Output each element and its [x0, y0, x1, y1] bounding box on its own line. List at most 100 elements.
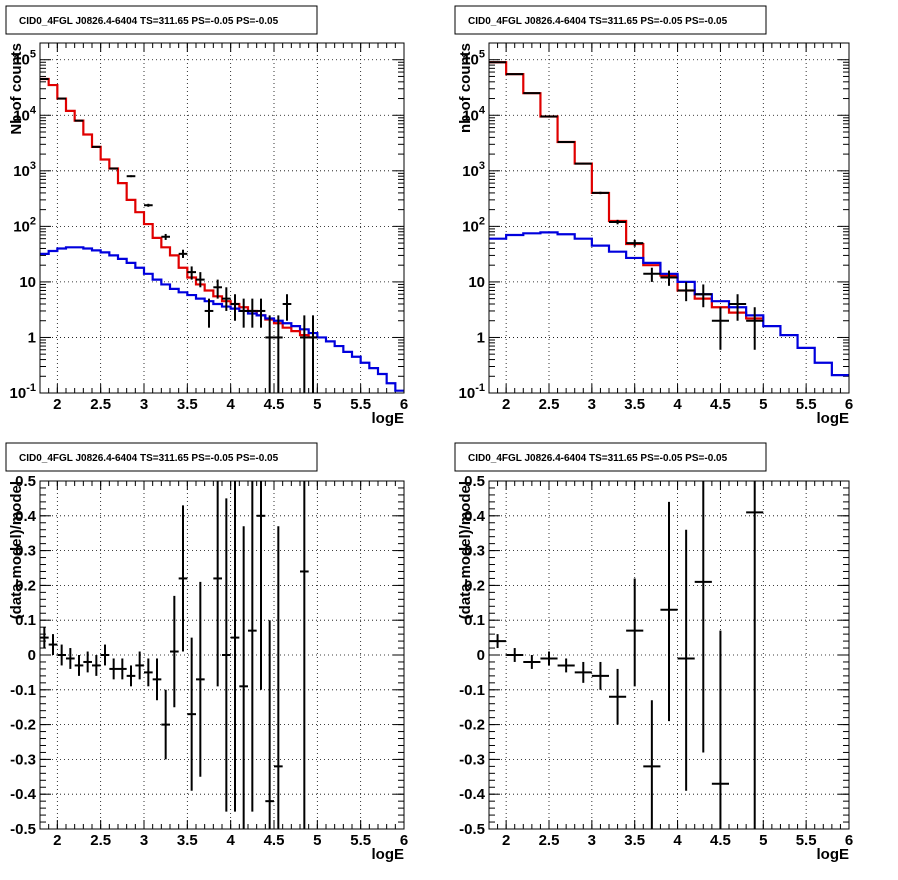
y-tick-label: -0.2	[459, 717, 485, 734]
data-point	[257, 299, 266, 328]
chart-title: CID0_4FGL J0826.4-6404 TS=311.65 PS=-0.0…	[468, 453, 728, 464]
y-tick-label: -0.4	[10, 786, 37, 803]
x-tick-label: 5.5	[350, 396, 371, 413]
data-point	[92, 146, 101, 147]
x-tick-label: 3.5	[624, 832, 645, 849]
y-tick-label: -0.5	[459, 821, 485, 838]
data-point	[144, 204, 153, 207]
x-tick-label: 5	[313, 832, 321, 849]
x-tick-label: 5	[759, 832, 767, 849]
data-point	[170, 596, 179, 707]
x-tick-label: 3	[588, 832, 596, 849]
data-point	[309, 315, 318, 393]
data-point	[609, 669, 626, 725]
data-point	[274, 315, 283, 393]
chart-title: CID0_4FGL J0826.4-6404 TS=311.65 PS=-0.0…	[468, 16, 728, 27]
chart-title: CID0_4FGL J0826.4-6404 TS=311.65 PS=-0.0…	[19, 453, 279, 464]
x-tick-label: 5	[313, 396, 321, 413]
data-point	[695, 284, 712, 307]
data-point	[626, 578, 643, 686]
plot-area	[489, 481, 763, 829]
data-point	[179, 250, 188, 258]
x-tick-label: 3	[140, 396, 148, 413]
x-tick-label: 4.5	[264, 396, 285, 413]
data-point	[746, 307, 763, 350]
y-tick-label: -0.2	[10, 717, 36, 734]
x-tick-label: 4	[673, 832, 682, 849]
data-point	[523, 93, 540, 94]
data-point	[231, 481, 240, 812]
plot-frame	[489, 43, 849, 393]
x-tick-label: 4.5	[710, 396, 731, 413]
data-point	[205, 299, 214, 328]
x-tick-label: 2.5	[539, 396, 560, 413]
x-tick-label: 2	[502, 832, 510, 849]
y-tick-label: 102	[13, 215, 36, 235]
data-point	[660, 502, 677, 721]
x-tick-label: 5	[759, 396, 767, 413]
data-point	[695, 481, 712, 752]
y-tick-label: 10-1	[459, 382, 485, 402]
data-point	[523, 655, 540, 669]
data-point	[135, 652, 144, 680]
plot-area	[489, 62, 849, 375]
y-axis-label: (data-model)/model	[8, 481, 25, 619]
y-tick-label: -0.5	[10, 821, 36, 838]
x-tick-label: 3	[588, 396, 596, 413]
data-point	[213, 481, 222, 686]
x-tick-label: 3	[140, 832, 148, 849]
data-point	[300, 315, 309, 393]
data-point	[75, 120, 84, 121]
x-tick-label: 2	[53, 832, 61, 849]
data-point	[109, 658, 118, 679]
data-point	[231, 294, 240, 321]
y-tick-label: 102	[462, 215, 485, 235]
x-axis-label: logE	[372, 846, 405, 863]
y-axis-label: (data-model)/model	[457, 481, 474, 619]
data-point	[506, 648, 523, 662]
data-point	[489, 634, 506, 648]
y-tick-label: 0	[477, 647, 485, 664]
data-point	[57, 645, 66, 666]
data-point	[239, 299, 248, 328]
x-tick-label: 4	[673, 396, 682, 413]
x-axis-label: logE	[817, 410, 850, 427]
y-tick-label: -0.3	[10, 751, 36, 768]
data-point	[558, 142, 575, 143]
x-tick-label: 5.5	[350, 832, 371, 849]
data-point	[678, 530, 695, 791]
data-point	[101, 645, 110, 666]
x-tick-label: 2	[502, 396, 510, 413]
data-point	[144, 658, 153, 686]
data-point	[643, 268, 660, 282]
data-point	[179, 505, 188, 651]
y-tick-label: -0.1	[459, 682, 485, 699]
data-point	[187, 638, 196, 791]
data-point	[248, 481, 257, 812]
data-point	[283, 294, 292, 321]
plot-area	[40, 79, 404, 393]
data-point	[40, 627, 49, 648]
y-axis-label: nb of counts	[457, 43, 474, 133]
x-tick-label: 4	[226, 832, 235, 849]
data-point	[222, 498, 231, 811]
x-tick-label: 4	[226, 396, 235, 413]
data-point	[161, 690, 170, 760]
y-tick-label: 0	[28, 647, 36, 664]
data-point	[575, 662, 592, 683]
y-tick-label: -0.4	[459, 786, 486, 803]
data-point	[643, 700, 660, 829]
data-point	[153, 658, 162, 700]
x-tick-label: 2	[53, 396, 61, 413]
data-point	[127, 665, 136, 686]
plot-frame	[40, 43, 404, 393]
x-tick-label: 2.5	[90, 396, 111, 413]
y-tick-label: -0.3	[459, 751, 485, 768]
